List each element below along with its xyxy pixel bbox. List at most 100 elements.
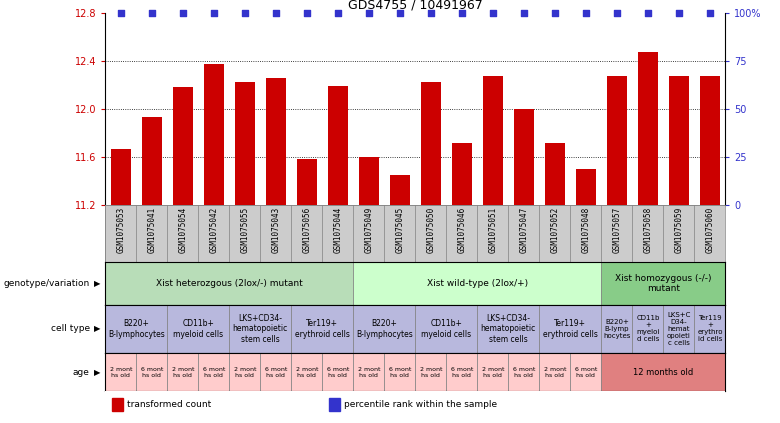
Bar xyxy=(353,353,385,391)
Bar xyxy=(638,52,658,205)
Bar xyxy=(416,205,446,262)
Text: B220+
B-lymphocytes: B220+ B-lymphocytes xyxy=(108,319,165,338)
Text: Xist heterozgous (2lox/-) mutant: Xist heterozgous (2lox/-) mutant xyxy=(156,279,303,288)
Point xyxy=(207,9,220,16)
Bar xyxy=(328,398,340,410)
Bar xyxy=(607,77,627,205)
Bar xyxy=(446,205,477,262)
Bar xyxy=(664,205,694,262)
Text: GSM1075050: GSM1075050 xyxy=(427,207,435,253)
Bar xyxy=(229,205,261,262)
Text: GSM1075052: GSM1075052 xyxy=(551,207,559,253)
Bar xyxy=(633,205,664,262)
Bar xyxy=(292,305,353,353)
Bar xyxy=(322,353,353,391)
Point xyxy=(146,9,158,16)
Text: GSM1075045: GSM1075045 xyxy=(395,207,404,253)
Bar xyxy=(420,82,441,205)
Text: 2 mont
hs old: 2 mont hs old xyxy=(172,367,194,378)
Text: Ter119+
erythroid cells: Ter119+ erythroid cells xyxy=(543,319,597,338)
Text: GSM1075047: GSM1075047 xyxy=(519,207,528,253)
Text: 2 mont
hs old: 2 mont hs old xyxy=(481,367,504,378)
Bar xyxy=(664,305,694,353)
Text: 2 mont
hs old: 2 mont hs old xyxy=(109,367,132,378)
Bar xyxy=(292,353,322,391)
Point xyxy=(642,9,654,16)
Point xyxy=(332,9,344,16)
Text: GSM1075056: GSM1075056 xyxy=(303,207,311,253)
Point xyxy=(487,9,499,16)
Bar xyxy=(229,305,292,353)
Bar xyxy=(668,77,689,205)
Bar xyxy=(168,353,198,391)
Text: B220+
B-lymphocytes: B220+ B-lymphocytes xyxy=(356,319,413,338)
Bar xyxy=(359,157,379,205)
Text: GSM1075060: GSM1075060 xyxy=(705,207,714,253)
Bar xyxy=(261,353,292,391)
Text: GSM1075043: GSM1075043 xyxy=(271,207,280,253)
Bar xyxy=(385,205,416,262)
Text: 2 mont
hs old: 2 mont hs old xyxy=(544,367,566,378)
Text: B220+
B-lymp
hocytes: B220+ B-lymp hocytes xyxy=(603,319,630,339)
Text: GSM1075049: GSM1075049 xyxy=(364,207,374,253)
Point xyxy=(115,9,127,16)
Text: GSM1075058: GSM1075058 xyxy=(644,207,652,253)
Bar xyxy=(477,353,509,391)
Text: GSM1075054: GSM1075054 xyxy=(179,207,187,253)
Bar xyxy=(540,353,570,391)
Text: 2 mont
hs old: 2 mont hs old xyxy=(357,367,380,378)
Bar xyxy=(576,169,596,205)
Text: GSM1075041: GSM1075041 xyxy=(147,207,156,253)
Text: 6 mont
hs old: 6 mont hs old xyxy=(575,367,597,378)
Bar xyxy=(168,205,198,262)
Point xyxy=(176,9,189,16)
Text: 6 mont
hs old: 6 mont hs old xyxy=(140,367,163,378)
Bar xyxy=(198,353,229,391)
Bar xyxy=(136,353,167,391)
Bar xyxy=(172,87,193,205)
Text: 6 mont
hs old: 6 mont hs old xyxy=(327,367,349,378)
Text: 6 mont
hs old: 6 mont hs old xyxy=(512,367,535,378)
Point xyxy=(270,9,282,16)
Bar xyxy=(328,86,348,205)
Text: 12 months old: 12 months old xyxy=(633,368,693,377)
Point xyxy=(704,9,716,16)
Text: percentile rank within the sample: percentile rank within the sample xyxy=(344,400,497,409)
Text: GSM1075055: GSM1075055 xyxy=(240,207,250,253)
Text: 2 mont
hs old: 2 mont hs old xyxy=(296,367,318,378)
Point xyxy=(363,9,375,16)
Bar xyxy=(483,77,503,205)
Point xyxy=(456,9,468,16)
Bar xyxy=(353,205,385,262)
Text: GSM1075042: GSM1075042 xyxy=(209,207,218,253)
Point xyxy=(300,9,313,16)
Bar xyxy=(296,159,317,205)
Bar xyxy=(416,353,446,391)
Bar xyxy=(105,262,353,305)
Point xyxy=(548,9,561,16)
Bar xyxy=(261,205,292,262)
Text: GSM1075044: GSM1075044 xyxy=(333,207,342,253)
Text: CD11b
+
myeloi
d cells: CD11b + myeloi d cells xyxy=(636,316,660,342)
Bar xyxy=(142,117,162,205)
Text: Ter119
+
erythro
id cells: Ter119 + erythro id cells xyxy=(697,316,722,342)
Bar xyxy=(390,175,410,205)
Text: Ter119+
erythroid cells: Ter119+ erythroid cells xyxy=(295,319,349,338)
Text: ▶: ▶ xyxy=(94,368,100,377)
Text: LKS+CD34-
hematopoietic
stem cells: LKS+CD34- hematopoietic stem cells xyxy=(232,314,288,344)
Text: Xist wild-type (2lox/+): Xist wild-type (2lox/+) xyxy=(427,279,528,288)
Bar xyxy=(385,353,416,391)
Text: genotype/variation: genotype/variation xyxy=(3,279,90,288)
Point xyxy=(611,9,623,16)
Bar xyxy=(633,305,664,353)
Title: GDS4755 / 10491967: GDS4755 / 10491967 xyxy=(348,0,483,11)
Bar xyxy=(477,305,540,353)
Text: GSM1075051: GSM1075051 xyxy=(488,207,498,253)
Bar xyxy=(168,305,229,353)
Bar xyxy=(694,205,725,262)
Point xyxy=(580,9,592,16)
Bar xyxy=(235,82,255,205)
Bar xyxy=(509,205,540,262)
Bar xyxy=(136,205,167,262)
Text: ▶: ▶ xyxy=(94,279,100,288)
